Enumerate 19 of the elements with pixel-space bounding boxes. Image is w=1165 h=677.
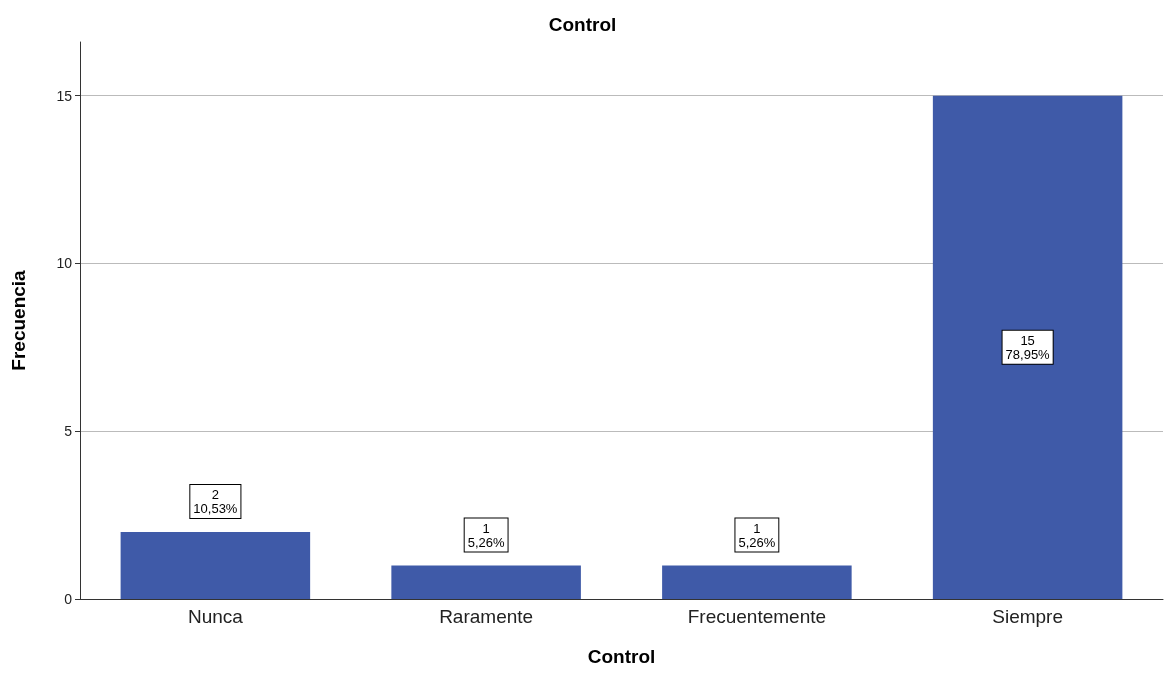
data-label: 1 5,26% (467, 520, 505, 550)
x-tick-label: Raramente (439, 606, 534, 627)
y-tick-label: 0 (64, 591, 73, 607)
x-tick-label: Nunca (187, 606, 244, 627)
bar (932, 95, 1123, 599)
bar (120, 531, 311, 599)
x-tick-label: Siempre (992, 606, 1063, 627)
y-axis-title: Frecuencia (8, 269, 29, 371)
y-tick-label: 5 (64, 423, 73, 440)
x-axis-title: Control (587, 646, 656, 667)
bar (662, 565, 852, 599)
data-label: 2 10,53% (193, 487, 238, 517)
x-tick-label: Frecuentemente (687, 606, 827, 627)
bar (391, 565, 581, 599)
data-label: 15 78,95% (1005, 332, 1051, 362)
chart-title: Control (548, 14, 617, 35)
y-tick-label: 10 (56, 255, 73, 272)
y-tick-label: 15 (56, 87, 73, 104)
data-label: 1 5,26% (738, 520, 776, 550)
